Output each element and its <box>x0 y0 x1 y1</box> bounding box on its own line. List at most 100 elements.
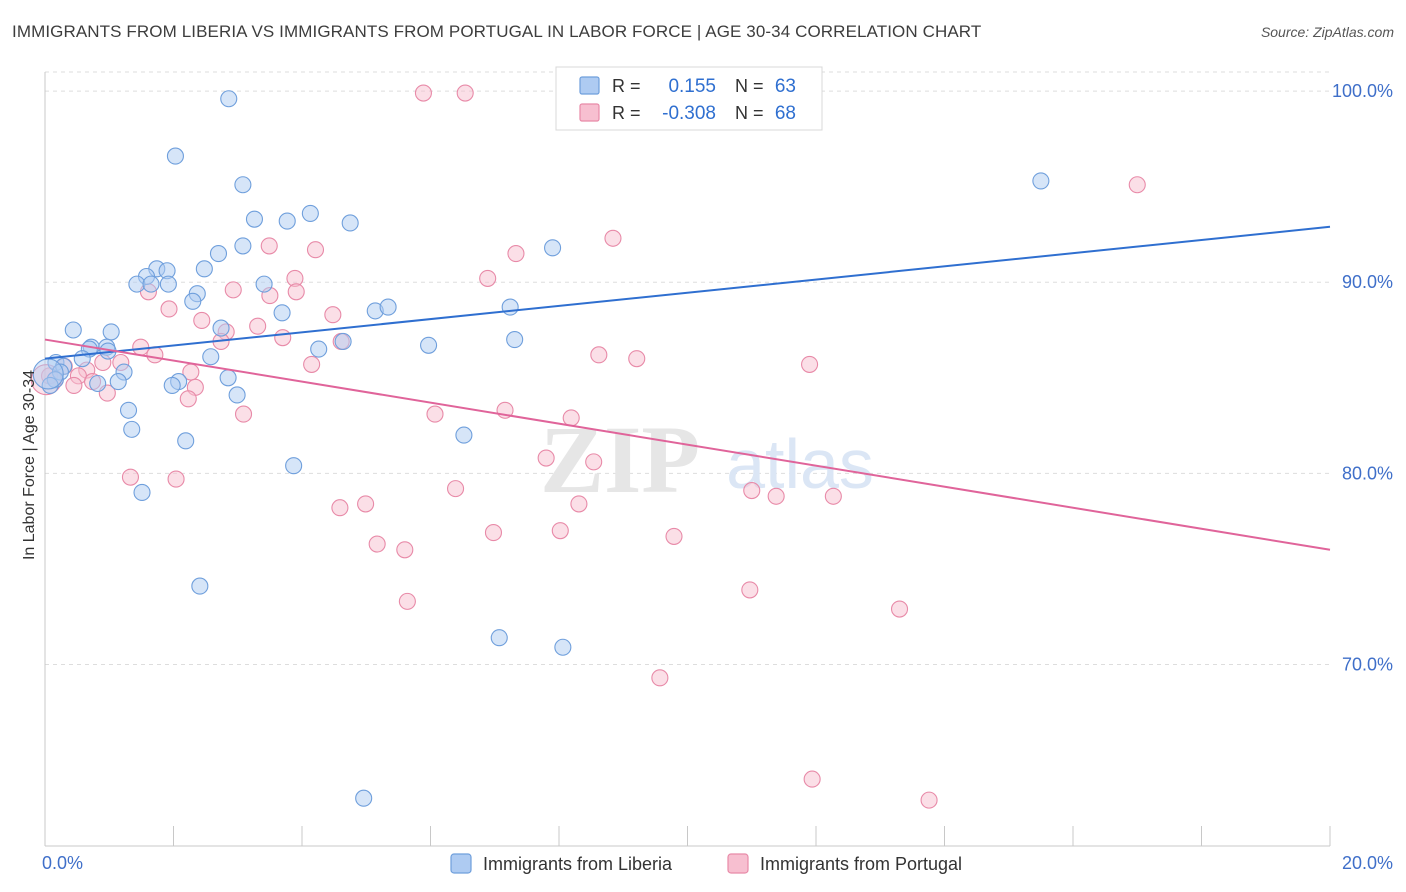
stats-r-value-liberia: 0.155 <box>668 76 716 97</box>
point-liberia <box>234 176 252 194</box>
source-credit: Source: ZipAtlas.com <box>1260 24 1394 40</box>
y-tick-label: 100.0% <box>1332 81 1393 101</box>
point-portugal <box>179 390 197 408</box>
point-liberia <box>544 239 562 257</box>
point-liberia <box>278 212 296 230</box>
point-liberia <box>490 629 508 647</box>
point-portugal <box>484 524 503 542</box>
point-liberia <box>73 350 91 368</box>
point-liberia <box>212 319 230 337</box>
point-portugal <box>456 84 474 102</box>
point-portugal <box>801 355 819 373</box>
stats-n-value-liberia: 63 <box>775 76 796 97</box>
point-portugal <box>665 527 683 545</box>
point-liberia <box>89 374 107 393</box>
point-liberia <box>191 577 209 595</box>
point-portugal <box>920 791 938 809</box>
point-liberia <box>301 204 319 222</box>
point-portugal <box>167 470 185 488</box>
point-portugal <box>193 311 211 329</box>
point-portugal <box>260 237 278 255</box>
stats-r-label-liberia: R = <box>612 76 641 96</box>
bottom-legend: Immigrants from Liberia Immigrants from … <box>450 853 962 874</box>
trend-line-portugal <box>44 338 1331 551</box>
tick-labels: 70.0% 80.0% 90.0% 100.0% 0.0% 20.0% <box>42 81 1393 873</box>
point-liberia <box>220 90 238 108</box>
stats-r-value-portugal: -0.308 <box>662 103 716 124</box>
point-portugal <box>803 770 821 788</box>
point-liberia <box>245 210 264 228</box>
point-portugal <box>249 317 267 335</box>
point-portugal <box>324 306 342 324</box>
point-portugal <box>562 409 580 427</box>
stats-legend-box <box>555 66 823 131</box>
point-liberia <box>228 386 246 404</box>
point-liberia <box>209 245 228 263</box>
legend-liberia-swatch <box>450 853 472 874</box>
point-portugal <box>1128 176 1146 194</box>
point-portugal <box>447 480 465 498</box>
point-portugal <box>426 405 444 423</box>
point-liberia <box>273 304 291 322</box>
point-liberia <box>219 369 237 387</box>
point-liberia <box>420 336 438 354</box>
stats-n-label-liberia: N = <box>735 76 764 96</box>
point-portugal <box>368 535 386 553</box>
point-portugal <box>585 453 603 471</box>
point-portugal <box>132 338 150 356</box>
point-liberia <box>142 275 160 293</box>
point-liberia <box>501 298 519 316</box>
point-liberia <box>102 323 120 341</box>
legend-liberia-label: Immigrants from Liberia <box>483 854 673 874</box>
point-liberia <box>506 331 524 349</box>
point-portugal <box>331 499 349 517</box>
point-portugal <box>651 669 669 687</box>
point-liberia <box>123 420 141 438</box>
point-liberia <box>234 237 252 255</box>
point-portugal <box>303 355 321 373</box>
point-liberia <box>310 340 328 358</box>
point-portugal <box>767 487 785 505</box>
trend-lines <box>44 225 1331 551</box>
stats-n-label-portugal: N = <box>735 103 764 123</box>
point-portugal <box>551 522 569 540</box>
point-portugal <box>604 229 622 247</box>
point-portugal <box>743 481 761 500</box>
series-portugal-points <box>30 84 1146 809</box>
point-portugal <box>224 281 242 299</box>
point-portugal <box>65 376 83 394</box>
x-tick-label-max: 20.0% <box>1342 853 1393 873</box>
y-axis-label: In Labor Force | Age 30-34 <box>21 369 38 561</box>
point-liberia <box>119 401 138 419</box>
point-portugal <box>890 600 909 618</box>
point-portugal <box>414 84 432 102</box>
point-portugal <box>741 581 759 599</box>
point-liberia <box>379 298 397 316</box>
point-portugal <box>146 346 164 364</box>
stats-n-value-portugal: 68 <box>775 103 796 124</box>
point-portugal <box>306 241 325 259</box>
grid-lines <box>45 71 1330 665</box>
point-liberia <box>163 376 181 394</box>
point-liberia <box>159 275 177 293</box>
point-liberia <box>177 432 195 450</box>
point-liberia <box>1032 172 1050 190</box>
legend-portugal-swatch <box>727 853 749 874</box>
point-portugal <box>396 541 414 559</box>
point-portugal <box>357 495 375 513</box>
point-portugal <box>274 329 292 347</box>
point-liberia <box>285 457 303 475</box>
point-portugal <box>121 468 140 486</box>
stats-legend: R = 0.155 N = 63 R = -0.308 N = 68 <box>555 66 823 131</box>
point-liberia <box>109 373 127 391</box>
y-tick-label: 80.0% <box>1342 463 1393 483</box>
point-liberia <box>184 292 202 310</box>
legend-portugal-label: Immigrants from Portugal <box>760 854 962 874</box>
point-liberia <box>195 260 213 278</box>
point-portugal <box>628 350 646 368</box>
point-liberia <box>355 789 373 807</box>
x-tick-label-min: 0.0% <box>42 853 83 873</box>
axes <box>44 72 1331 847</box>
point-portugal <box>590 346 608 364</box>
